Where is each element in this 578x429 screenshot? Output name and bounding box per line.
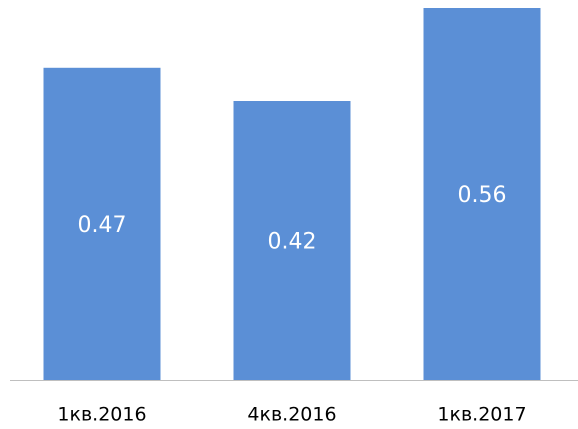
x-tick-label: 4кв.2016 xyxy=(247,404,336,426)
bar xyxy=(43,67,161,381)
bar xyxy=(233,101,351,380)
value-label: 0.42 xyxy=(268,230,317,255)
x-tick-label: 1кв.2017 xyxy=(437,404,526,426)
bar xyxy=(423,8,541,380)
x-tick-label: 1кв.2016 xyxy=(57,404,146,426)
value-label: 0.56 xyxy=(458,183,507,208)
value-label: 0.47 xyxy=(78,213,127,238)
